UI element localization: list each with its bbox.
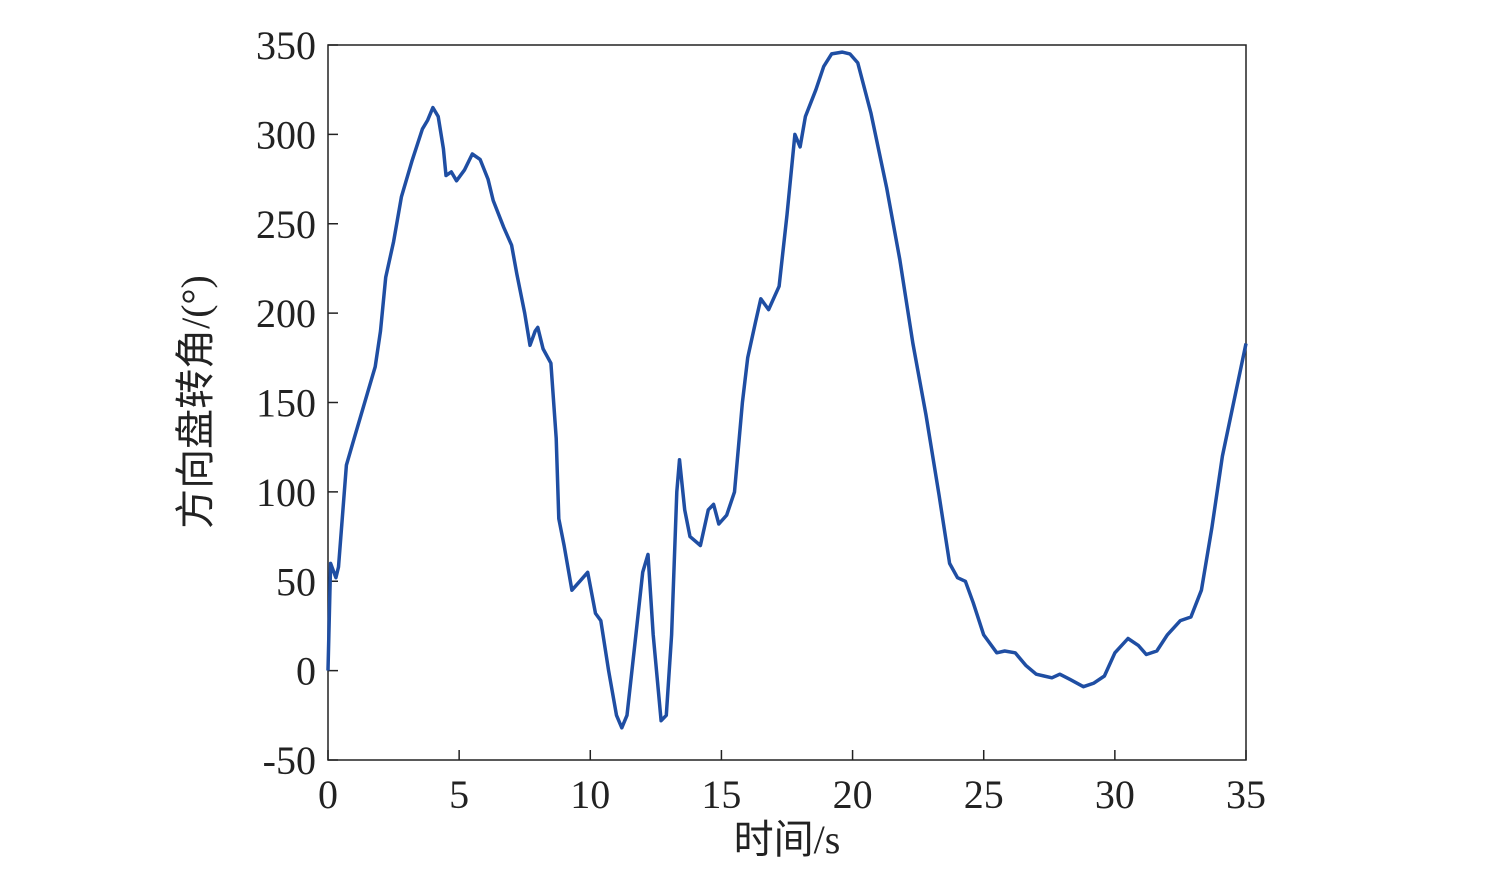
x-tick-label: 0 xyxy=(318,772,338,817)
y-tick-label: 200 xyxy=(256,291,316,336)
x-tick-label: 20 xyxy=(833,772,873,817)
y-tick-label: 0 xyxy=(296,649,316,694)
y-tick-label: 350 xyxy=(256,23,316,68)
x-axis-label: 时间/s xyxy=(734,817,841,862)
y-tick-label: 100 xyxy=(256,470,316,515)
y-axis-label: 方向盘转角/(°) xyxy=(173,275,218,529)
x-tick-label: 15 xyxy=(701,772,741,817)
x-tick-label: 30 xyxy=(1095,772,1135,817)
x-tick-label: 35 xyxy=(1226,772,1266,817)
x-tick-label: 5 xyxy=(449,772,469,817)
x-tick-label: 10 xyxy=(570,772,610,817)
data-line xyxy=(326,50,1248,730)
plot-frame xyxy=(327,44,1247,761)
y-tick-label: 150 xyxy=(256,381,316,426)
y-tick-label: 250 xyxy=(256,202,316,247)
y-tick-label: 50 xyxy=(276,559,316,604)
x-tick-label: 25 xyxy=(964,772,1004,817)
y-tick-label: -50 xyxy=(263,738,316,783)
y-tick-label: 300 xyxy=(256,112,316,157)
